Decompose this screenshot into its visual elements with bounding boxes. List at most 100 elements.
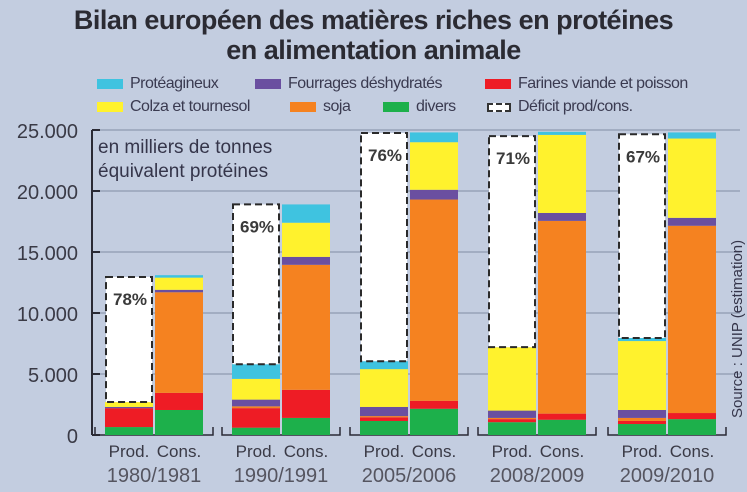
bar-segment-prod-colza: [105, 402, 153, 407]
bar-segment-prod-divers: [105, 427, 153, 435]
chart-title-line1: Bilan européen des matières riches en pr…: [73, 5, 674, 35]
bar-segment-cons-soja: [668, 225, 716, 414]
bar-segment-cons-divers: [538, 419, 586, 435]
legend-label: Protéagineux: [130, 75, 219, 92]
bar-segment-prod-divers: [360, 420, 408, 435]
x-label-period: 2005/2006: [362, 465, 457, 487]
chart-title-line2: en alimentation animale: [226, 35, 521, 65]
bar-segment-prod-colza: [232, 378, 280, 400]
bar-segment-prod-soja: [488, 417, 536, 420]
bar-group-1990-1991: 69%: [221, 203, 341, 436]
bar-segment-prod-deficit: [360, 132, 408, 363]
bar-segment-cons-farines: [282, 389, 330, 418]
bar-segment-prod-fourrages: [488, 410, 536, 418]
x-label-cons: Cons.: [284, 442, 328, 461]
bar-segment-cons-proteagineux: [282, 204, 330, 223]
x-label-period: 2008/2009: [490, 465, 585, 487]
legend-item-proteagineux: Protéagineux: [97, 75, 219, 93]
bar-segment-prod-proteagineux: [232, 364, 280, 379]
bar-segment-prod-farines: [105, 408, 153, 428]
legend-swatch-divers: [383, 102, 409, 112]
bar-segment-prod-fourrages: [618, 409, 666, 418]
bar-segment-prod-deficit: [488, 135, 536, 349]
x-label-cons: Cons.: [157, 442, 201, 461]
bar-group-1980-1981: 78%: [94, 275, 214, 436]
bar-segment-cons-proteagineux: [538, 131, 586, 135]
bar-segment-cons-farines: [410, 400, 458, 409]
bar-segment-cons-divers: [668, 419, 716, 435]
legend-item-colza: Colza et tournesol: [97, 98, 250, 116]
bar-segment-cons-soja: [155, 292, 203, 393]
y-tick-label: 15.000: [17, 243, 78, 265]
unit-label-line1: en milliers de tonnes: [98, 137, 272, 158]
bar-segment-cons-colza: [410, 142, 458, 190]
x-label-cons: Cons.: [412, 442, 456, 461]
legend-item-deficit: Déficit prod/cons.: [487, 98, 633, 116]
legend-swatch-proteagineux: [97, 79, 123, 89]
bar-segment-cons-divers: [282, 417, 330, 435]
legend-label: Fourrages déshydratés: [288, 75, 443, 92]
x-label-cons: Cons.: [670, 442, 714, 461]
x-label-period: 1990/1991: [234, 465, 329, 487]
bar-segment-cons-fourrages: [538, 212, 586, 221]
x-label-prod: Prod.: [364, 442, 405, 461]
legend-swatch-farines: [485, 79, 511, 89]
legend-swatch-colza: [97, 102, 123, 112]
bar-segment-cons-colza: [668, 138, 716, 218]
group-bracket: [477, 427, 597, 436]
bar-segment-prod-divers: [618, 424, 666, 435]
bar-segment-prod-divers: [232, 427, 280, 435]
bar-group-2009-2010: 67%: [607, 132, 727, 436]
bar-segment-cons-colza: [538, 134, 586, 213]
bar-segment-prod-soja: [360, 416, 408, 418]
y-tick-label: 25.000: [17, 121, 78, 143]
bar-segment-cons-colza: [155, 277, 203, 290]
legend-label: Farines viande et poisson: [518, 75, 688, 92]
legend-swatch-soja: [290, 102, 316, 112]
legend-label: soja: [323, 98, 351, 115]
bar-group-2008-2009: 71%: [477, 131, 597, 436]
bar-segment-cons-farines: [668, 413, 716, 420]
bar-segment-prod-colza: [618, 341, 666, 410]
bar-segment-cons-proteagineux: [155, 275, 203, 278]
bar-segment-cons-soja: [410, 199, 458, 401]
bar-segment-prod-deficit: [232, 203, 280, 366]
bar-segment-prod-fourrages: [360, 406, 408, 417]
bar-segment-cons-soja: [282, 264, 330, 390]
legend-item-farines: Farines viande et poisson: [485, 75, 688, 93]
group-bracket: [349, 427, 469, 436]
bar-segment-prod-deficit: [105, 276, 153, 404]
y-tick-label: 20.000: [17, 182, 78, 204]
bar-segment-cons-fourrages: [410, 189, 458, 200]
x-label-prod: Prod.: [109, 442, 150, 461]
bar-segment-prod-colza: [488, 347, 536, 411]
bar-segment-prod-farines: [360, 417, 408, 421]
bar-segment-cons-divers: [410, 408, 458, 435]
bar-segment-cons-soja: [538, 220, 586, 414]
bar-segment-prod-fourrages: [105, 406, 153, 409]
legend-item-fourrages: Fourrages déshydratés: [255, 75, 443, 93]
bar-segment-cons-proteagineux: [668, 132, 716, 139]
y-tick-label: 0: [67, 426, 78, 448]
legend-swatch-fourrages: [255, 79, 281, 89]
x-label-prod: Prod.: [492, 442, 533, 461]
deficit-percent-label: 71%: [496, 149, 530, 168]
y-tick-label: 5.000: [28, 365, 78, 387]
deficit-percent-label: 76%: [368, 146, 402, 165]
bar-group-2005-2006: 76%: [349, 132, 469, 436]
bar-segment-cons-farines: [155, 392, 203, 410]
x-label-prod: Prod.: [622, 442, 663, 461]
legend-item-soja: soja: [290, 98, 351, 116]
group-bracket: [607, 427, 727, 436]
bar-segment-prod-divers: [488, 422, 536, 435]
bar-segment-cons-fourrages: [282, 256, 330, 265]
deficit-percent-label: 67%: [626, 147, 660, 166]
bar-segment-prod-soja: [618, 417, 666, 421]
legend-swatch-deficit: [487, 102, 511, 112]
bar-segment-cons-colza: [282, 222, 330, 257]
legend-label: Déficit prod/cons.: [518, 98, 633, 115]
bar-segment-prod-farines: [232, 408, 280, 428]
x-label-prod: Prod.: [236, 442, 277, 461]
bar-segment-prod-soja: [232, 406, 280, 409]
